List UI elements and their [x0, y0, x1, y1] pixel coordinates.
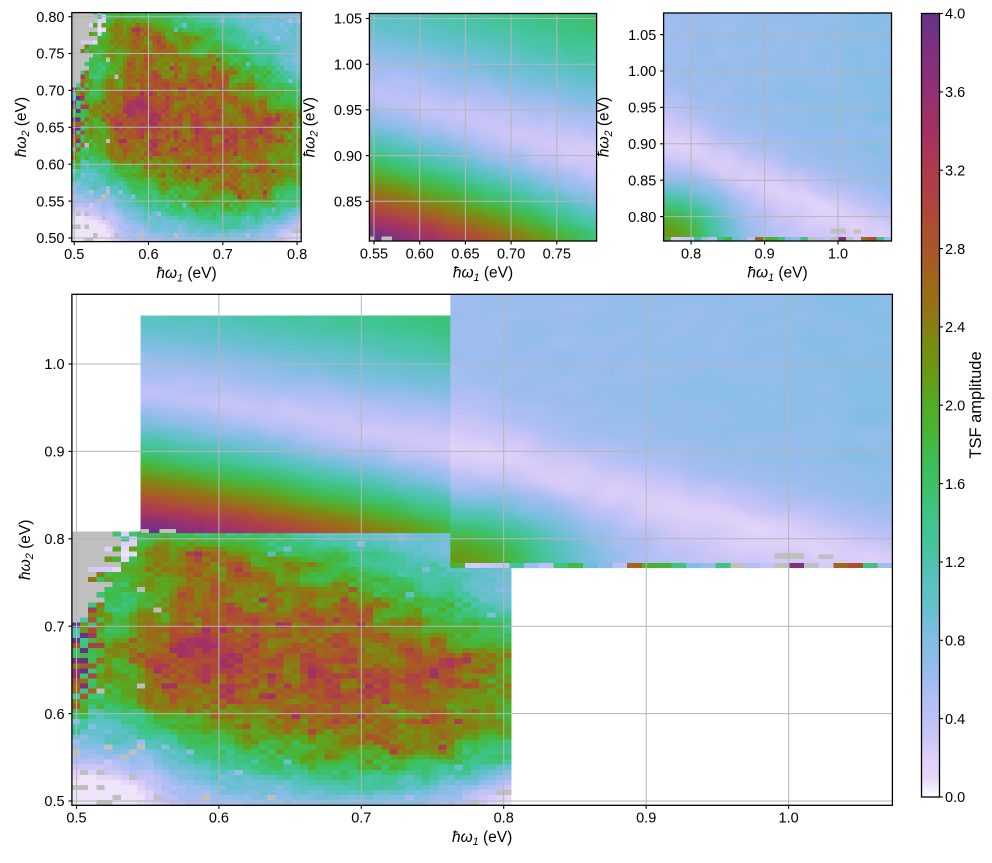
svg-text:0.5: 0.5: [64, 247, 84, 263]
svg-text:0.7: 0.7: [351, 811, 371, 827]
svg-text:0.4: 0.4: [945, 712, 965, 728]
svg-text:0.80: 0.80: [36, 10, 64, 26]
svg-text:0.7: 0.7: [213, 247, 233, 263]
svg-text:0.50: 0.50: [36, 231, 64, 247]
svg-text:2.4: 2.4: [945, 320, 965, 336]
svg-text:0.70: 0.70: [497, 246, 525, 262]
svg-text:0.85: 0.85: [334, 195, 362, 211]
svg-text:0.80: 0.80: [628, 210, 656, 226]
svg-text:2.0: 2.0: [945, 398, 965, 414]
svg-text:1.00: 1.00: [334, 57, 362, 73]
svg-text:1.0: 1.0: [779, 811, 799, 827]
svg-text:2.8: 2.8: [945, 242, 965, 258]
svg-text:1.0: 1.0: [828, 246, 848, 262]
svg-text:0.6: 0.6: [138, 247, 158, 263]
svg-text:ħω1 (eV): ħω1 (eV): [452, 829, 512, 848]
svg-text:0.55: 0.55: [360, 246, 388, 262]
svg-text:1.0: 1.0: [44, 357, 64, 373]
svg-text:TSF amplitude: TSF amplitude: [967, 351, 985, 458]
svg-text:0.95: 0.95: [334, 103, 362, 119]
svg-text:0.65: 0.65: [451, 246, 479, 262]
svg-text:0.7: 0.7: [44, 619, 64, 635]
svg-text:0.6: 0.6: [44, 707, 64, 723]
svg-text:1.2: 1.2: [945, 555, 965, 571]
svg-text:3.6: 3.6: [945, 85, 965, 101]
svg-text:0.8: 0.8: [494, 811, 514, 827]
svg-text:0.5: 0.5: [44, 794, 64, 810]
svg-text:0.60: 0.60: [406, 246, 434, 262]
svg-text:0.9: 0.9: [636, 811, 656, 827]
svg-text:ħω2 (eV): ħω2 (eV): [13, 97, 32, 157]
svg-text:0.75: 0.75: [543, 246, 571, 262]
svg-text:0.8: 0.8: [44, 532, 64, 548]
svg-text:1.6: 1.6: [945, 477, 965, 493]
svg-text:4.0: 4.0: [945, 7, 965, 23]
svg-text:0.8: 0.8: [287, 247, 307, 263]
svg-text:ħω1 (eV): ħω1 (eV): [156, 265, 216, 284]
svg-text:0.9: 0.9: [44, 445, 64, 461]
svg-text:0.75: 0.75: [36, 47, 64, 63]
svg-text:0.95: 0.95: [628, 101, 656, 117]
svg-text:0.70: 0.70: [36, 84, 64, 100]
svg-text:0.9: 0.9: [755, 246, 775, 262]
svg-text:0.5: 0.5: [66, 811, 86, 827]
svg-text:1.00: 1.00: [628, 64, 656, 80]
svg-text:ħω2 (eV): ħω2 (eV): [596, 97, 615, 157]
svg-text:0.6: 0.6: [209, 811, 229, 827]
svg-text:ħω1 (eV): ħω1 (eV): [747, 265, 807, 284]
svg-text:ħω2 (eV): ħω2 (eV): [17, 520, 36, 580]
svg-text:0.60: 0.60: [36, 157, 64, 173]
svg-text:ħω1 (eV): ħω1 (eV): [453, 265, 513, 284]
svg-text:0.8: 0.8: [681, 246, 701, 262]
svg-text:1.05: 1.05: [334, 12, 362, 28]
svg-text:3.2: 3.2: [945, 163, 965, 179]
svg-text:1.05: 1.05: [628, 28, 656, 44]
svg-text:ħω2 (eV): ħω2 (eV): [301, 97, 320, 157]
svg-text:0.8: 0.8: [945, 634, 965, 650]
svg-text:0.65: 0.65: [36, 121, 64, 137]
svg-text:0.0: 0.0: [945, 790, 965, 806]
svg-text:0.90: 0.90: [334, 149, 362, 165]
svg-text:0.85: 0.85: [628, 173, 656, 189]
svg-text:0.55: 0.55: [36, 194, 64, 210]
svg-text:0.90: 0.90: [628, 137, 656, 153]
